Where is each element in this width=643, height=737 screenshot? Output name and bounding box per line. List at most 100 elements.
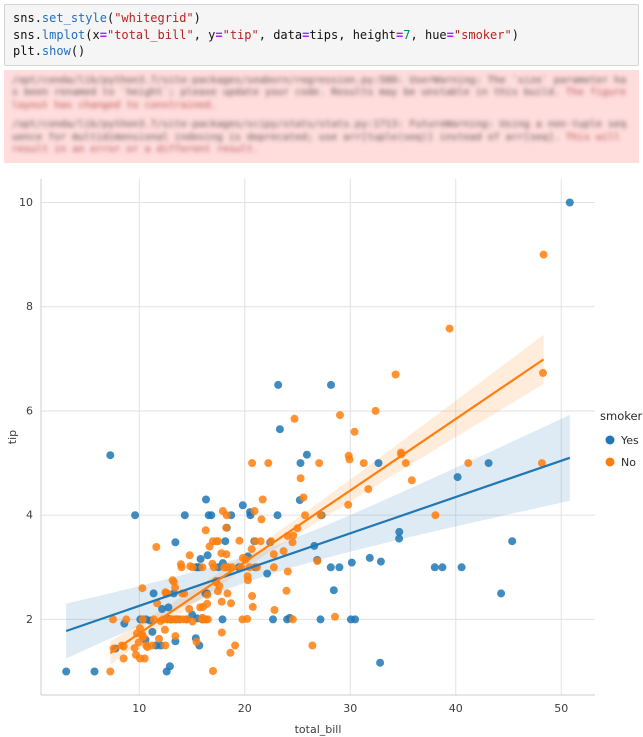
scatter-point <box>565 198 574 207</box>
code-token: x <box>92 27 100 42</box>
scatter-point <box>122 615 131 624</box>
scatter-point <box>279 546 288 555</box>
scatter-point <box>222 510 231 519</box>
scatter-point <box>217 597 226 606</box>
scatter-point <box>376 557 385 566</box>
scatter-point <box>152 542 161 551</box>
code-token: show <box>41 44 71 59</box>
scatter-point <box>364 484 373 493</box>
code-token: ( <box>106 11 115 25</box>
stderr-warning-box: /opt/conda/lib/python3.7/site-packages/s… <box>4 69 639 163</box>
scatter-point <box>155 634 163 643</box>
code-token: , <box>338 27 353 42</box>
scatter-point <box>196 554 205 563</box>
scatter-point <box>430 562 439 571</box>
scatter-point <box>169 577 178 586</box>
scatter-point <box>331 612 339 621</box>
scatter-point <box>296 458 305 467</box>
code-cell[interactable]: sns.set_style("whitegrid") sns.lmplot(x="… <box>4 4 639 66</box>
legend-label: Yes <box>620 434 639 447</box>
scatter-point <box>226 648 235 657</box>
scatter-point <box>282 586 291 595</box>
scatter-point <box>160 625 169 634</box>
scatter-point <box>391 370 400 379</box>
scatter-point <box>264 458 273 467</box>
scatter-point <box>136 654 144 663</box>
scatter-point <box>203 590 212 599</box>
warning-text: /opt/conda/lib/python3.7/site-packages/s… <box>12 75 631 113</box>
scatter-point <box>217 628 226 637</box>
code-token: . <box>34 27 42 42</box>
code-token: = <box>302 27 310 42</box>
scatter-point <box>130 643 139 652</box>
x-tick-label: 50 <box>554 702 568 715</box>
code-token: sns <box>13 11 35 25</box>
scatter-point <box>316 615 325 624</box>
scatter-point <box>119 654 128 663</box>
scatter-point <box>185 604 194 613</box>
scatter-point <box>209 562 218 571</box>
code-line: sns.set_style("whitegrid") <box>13 10 630 27</box>
y-tick-label: 4 <box>26 508 33 521</box>
scatter-point <box>204 510 213 519</box>
scatter-point <box>171 631 180 640</box>
code-token: "tip" <box>222 27 259 42</box>
code-token: 7 <box>403 27 411 42</box>
code-line: sns.lmplot(x="total_bill", y="tip", data… <box>13 27 630 44</box>
scatter-point <box>395 534 404 543</box>
scatter-point <box>171 537 180 546</box>
scatter-point <box>301 510 309 519</box>
scatter-point <box>227 598 235 607</box>
code-token: data <box>273 27 303 42</box>
code-token: , <box>258 27 274 42</box>
scatter-point <box>106 450 115 459</box>
code-token: = <box>99 27 107 42</box>
code-token: () <box>70 44 86 59</box>
scatter-point <box>308 641 317 650</box>
code-token: height <box>352 27 397 42</box>
scatter-point <box>238 500 247 509</box>
scatter-point <box>376 658 385 667</box>
scatter-point <box>168 615 177 624</box>
scatter-point <box>214 536 223 545</box>
scatter-point <box>62 667 71 676</box>
code-token: . <box>34 11 42 25</box>
scatter-point <box>203 599 212 608</box>
scatter-point <box>453 472 462 481</box>
scatter-point <box>222 523 231 532</box>
scatter-point <box>250 506 259 515</box>
code-token: ( <box>85 27 93 42</box>
figure-output: 10 20 30 40 50 2 4 6 8 10 total_bill tip smoker Yes No <box>4 164 643 737</box>
scatter-point <box>344 451 353 460</box>
scatter-point <box>109 615 117 624</box>
scatter-point <box>539 250 548 259</box>
regression-line <box>65 456 571 632</box>
scatter-point <box>359 458 368 467</box>
scatter-point <box>202 495 210 504</box>
scatter-point <box>138 583 147 592</box>
scatter-point <box>161 641 170 650</box>
scatter-point <box>269 562 278 571</box>
code-token: . <box>34 44 42 59</box>
code-token: "total_bill" <box>106 27 194 42</box>
scatter-point <box>457 562 466 571</box>
scatter-point <box>313 556 322 565</box>
code-token: , <box>193 27 209 42</box>
scatter-point <box>275 424 284 433</box>
scatter-point <box>537 458 546 467</box>
code-line: plt.show() <box>13 43 630 60</box>
scatter-point <box>326 562 335 571</box>
scatter-point <box>243 571 252 580</box>
scatter-point <box>134 638 143 647</box>
scatter-point <box>283 567 292 576</box>
scatter-point <box>235 536 244 545</box>
y-tick-label: 10 <box>19 196 33 209</box>
legend-marker <box>605 435 615 445</box>
scatter-point <box>269 549 278 558</box>
scatter-point <box>316 510 325 519</box>
scatter-point <box>198 562 207 571</box>
scatter-point <box>220 562 229 571</box>
scatter-point <box>263 569 272 578</box>
x-tick-label: 30 <box>343 702 357 715</box>
